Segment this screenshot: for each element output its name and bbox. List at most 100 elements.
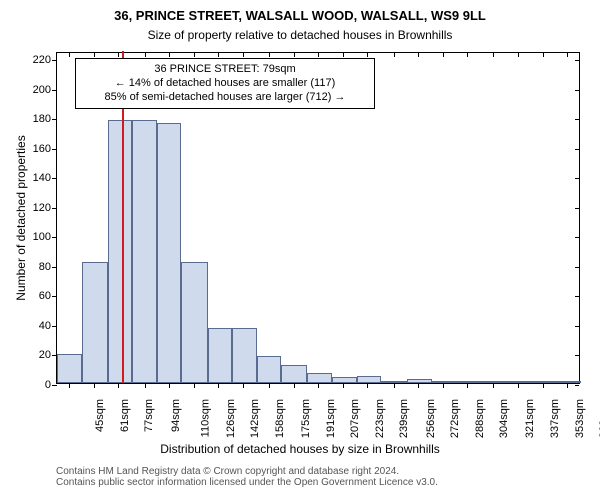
x-tick-label: 207sqm bbox=[349, 399, 361, 438]
x-tick bbox=[367, 383, 368, 388]
y-tick-label: 100 bbox=[25, 231, 51, 243]
x-tick-top bbox=[218, 53, 219, 57]
x-tick-top bbox=[69, 53, 70, 57]
x-tick bbox=[418, 383, 419, 388]
y-tick-label: 140 bbox=[25, 172, 51, 184]
histogram-bar bbox=[532, 381, 557, 383]
x-tick-label: 223sqm bbox=[374, 399, 386, 438]
y-tick bbox=[52, 208, 57, 209]
x-tick-top bbox=[169, 53, 170, 57]
x-tick bbox=[567, 383, 568, 388]
histogram-bar bbox=[82, 262, 108, 383]
x-tick-top bbox=[294, 53, 295, 57]
y-tick-right bbox=[575, 90, 579, 91]
x-tick-label: 142sqm bbox=[249, 399, 261, 438]
y-tick bbox=[52, 90, 57, 91]
y-tick-right bbox=[575, 326, 579, 327]
y-tick-right bbox=[575, 60, 579, 61]
y-tick-label: 180 bbox=[25, 113, 51, 125]
x-tick-top bbox=[543, 53, 544, 57]
y-tick-right bbox=[575, 149, 579, 150]
x-tick-top bbox=[94, 53, 95, 57]
y-tick-right bbox=[575, 178, 579, 179]
chart-title-line2: Size of property relative to detached ho… bbox=[0, 28, 600, 42]
y-tick bbox=[52, 149, 57, 150]
histogram-bar bbox=[357, 376, 382, 383]
chart-title-line1: 36, PRINCE STREET, WALSALL WOOD, WALSALL… bbox=[0, 8, 600, 23]
x-tick-top bbox=[418, 53, 419, 57]
histogram-bar bbox=[132, 120, 157, 383]
y-tick bbox=[52, 267, 57, 268]
x-tick-top bbox=[145, 53, 146, 57]
x-tick bbox=[69, 383, 70, 388]
histogram-bar bbox=[257, 356, 282, 383]
y-tick-right bbox=[575, 355, 579, 356]
x-tick bbox=[145, 383, 146, 388]
y-tick-label: 120 bbox=[25, 202, 51, 214]
histogram-bar bbox=[181, 262, 207, 383]
x-tick bbox=[94, 383, 95, 388]
x-tick bbox=[318, 383, 319, 388]
histogram-bar bbox=[432, 381, 457, 383]
y-axis-label: Number of detached properties bbox=[14, 52, 28, 384]
histogram-bar bbox=[332, 377, 357, 383]
x-tick-label: 321sqm bbox=[525, 399, 537, 438]
x-tick-top bbox=[243, 53, 244, 57]
x-tick bbox=[118, 383, 119, 388]
x-tick-top bbox=[367, 53, 368, 57]
x-tick-label: 353sqm bbox=[574, 399, 586, 438]
x-tick-label: 239sqm bbox=[399, 399, 411, 438]
x-tick bbox=[169, 383, 170, 388]
histogram-bar bbox=[281, 365, 307, 383]
annotation-line1: 36 PRINCE STREET: 79sqm bbox=[82, 63, 368, 77]
x-tick-label: 304sqm bbox=[498, 399, 510, 438]
x-axis-label: Distribution of detached houses by size … bbox=[0, 442, 600, 456]
x-tick-top bbox=[269, 53, 270, 57]
annotation-box: 36 PRINCE STREET: 79sqm← 14% of detached… bbox=[75, 58, 375, 109]
histogram-bar bbox=[108, 120, 133, 383]
y-tick-label: 160 bbox=[25, 143, 51, 155]
x-tick-label: 158sqm bbox=[274, 399, 286, 438]
histogram-bar bbox=[232, 328, 257, 383]
x-tick bbox=[493, 383, 494, 388]
footer-attribution: Contains HM Land Registry data © Crown c… bbox=[56, 466, 438, 488]
x-tick-label: 61sqm bbox=[119, 399, 131, 432]
histogram-bar bbox=[157, 123, 182, 383]
x-tick-label: 256sqm bbox=[425, 399, 437, 438]
x-tick-label: 45sqm bbox=[94, 399, 106, 432]
x-tick bbox=[294, 383, 295, 388]
x-tick bbox=[443, 383, 444, 388]
footer-line1: Contains HM Land Registry data © Crown c… bbox=[56, 466, 438, 477]
x-tick-label: 175sqm bbox=[300, 399, 312, 438]
y-tick-right bbox=[575, 267, 579, 268]
y-tick-right bbox=[575, 385, 579, 386]
x-tick-label: 126sqm bbox=[225, 399, 237, 438]
x-tick-top bbox=[443, 53, 444, 57]
y-tick-label: 40 bbox=[25, 320, 51, 332]
y-tick-label: 60 bbox=[25, 290, 51, 302]
y-tick-label: 200 bbox=[25, 84, 51, 96]
x-tick-label: 337sqm bbox=[549, 399, 561, 438]
x-tick-label: 94sqm bbox=[170, 399, 182, 432]
y-tick bbox=[52, 355, 57, 356]
x-tick bbox=[394, 383, 395, 388]
annotation-line3: 85% of semi-detached houses are larger (… bbox=[82, 91, 368, 105]
y-tick-label: 220 bbox=[25, 54, 51, 66]
histogram-bar bbox=[556, 381, 581, 383]
x-tick-top bbox=[118, 53, 119, 57]
y-tick bbox=[52, 326, 57, 327]
y-tick-right bbox=[575, 119, 579, 120]
x-tick-top bbox=[567, 53, 568, 57]
y-tick bbox=[52, 237, 57, 238]
histogram-bar bbox=[57, 354, 82, 384]
x-tick bbox=[194, 383, 195, 388]
x-tick bbox=[218, 383, 219, 388]
x-tick bbox=[343, 383, 344, 388]
x-tick-top bbox=[343, 53, 344, 57]
x-tick-top bbox=[518, 53, 519, 57]
x-tick-label: 191sqm bbox=[325, 399, 337, 438]
x-tick-label: 288sqm bbox=[474, 399, 486, 438]
x-tick bbox=[518, 383, 519, 388]
footer-line2: Contains public sector information licen… bbox=[56, 477, 438, 488]
x-tick bbox=[467, 383, 468, 388]
